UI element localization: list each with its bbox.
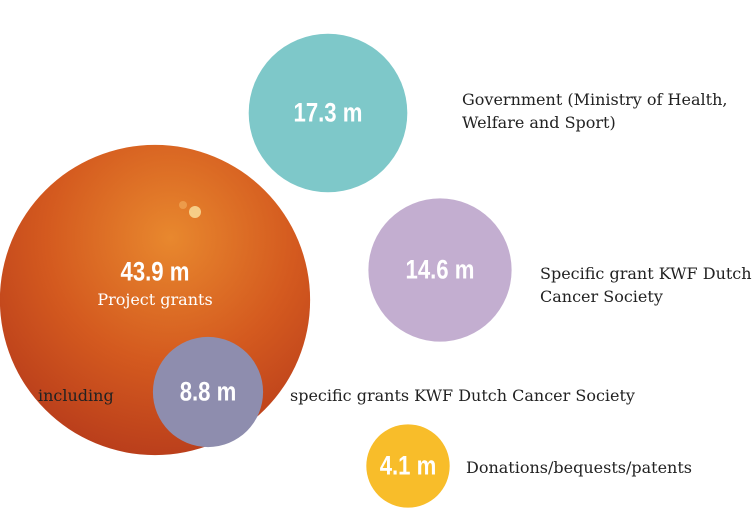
category-label: Specific grant KWF Dutch Cancer Society [540, 264, 752, 306]
value-label: 43.9 m [120, 256, 190, 287]
bubble [368, 198, 512, 342]
value-label: 4.1 m [379, 450, 437, 481]
value-label: 17.3 m [293, 97, 363, 128]
value-label: 8.8 m [179, 376, 237, 407]
category-label: Project grants [97, 290, 213, 309]
bubble [152, 336, 264, 448]
value-label: 14.6 m [405, 254, 475, 285]
bubble [248, 33, 408, 193]
category-label: Donations/bequests/patents [466, 458, 692, 477]
highlight [179, 201, 187, 209]
category-label: specific grants KWF Dutch Cancer Society [290, 386, 635, 405]
bubble [366, 424, 450, 508]
highlight [189, 206, 201, 218]
category-label: Government (Ministry of Health, Welfare … [462, 90, 728, 132]
annotation: including [38, 386, 114, 405]
